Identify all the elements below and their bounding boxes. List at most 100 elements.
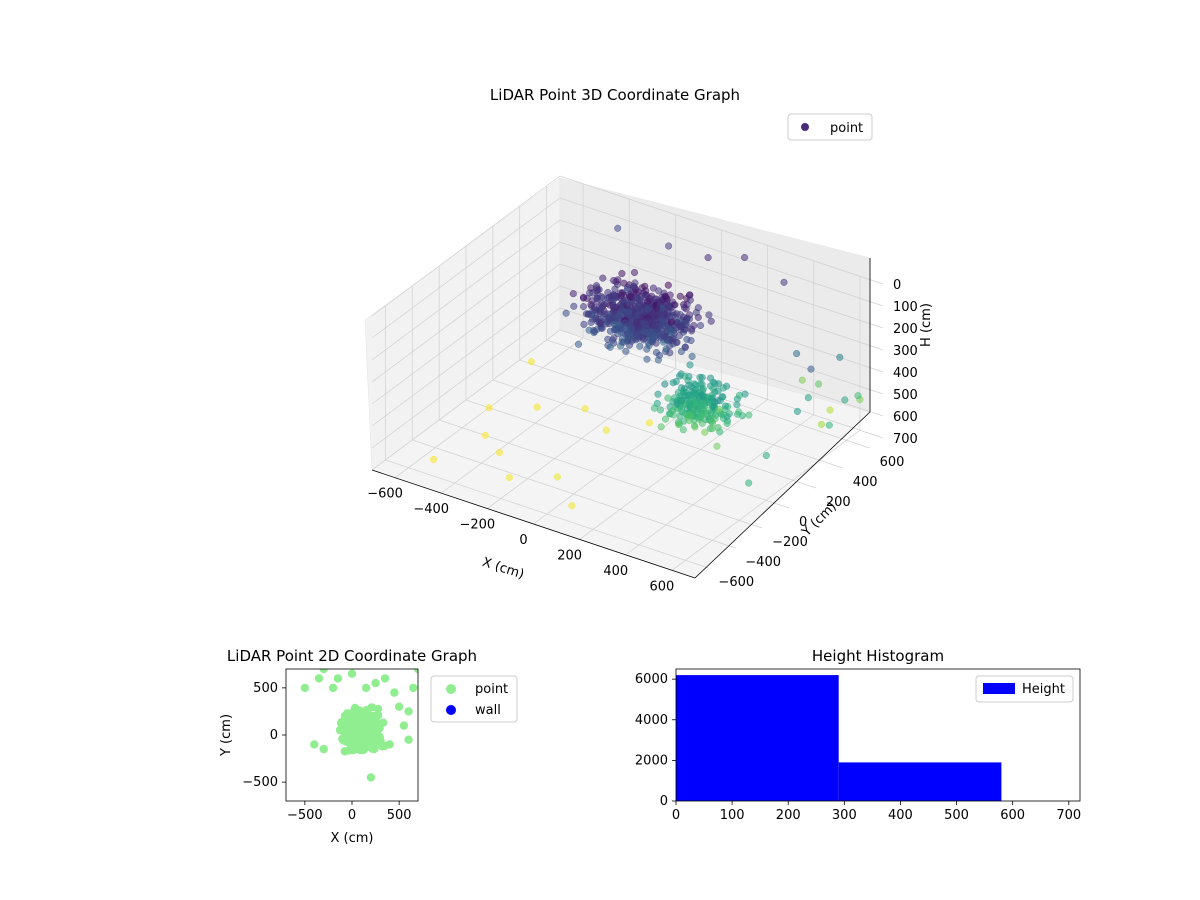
- z-tick-label-3d: 700: [893, 432, 918, 447]
- point-3d: [656, 406, 664, 414]
- point-3d: [691, 421, 699, 430]
- point-3d: [602, 426, 610, 434]
- point-3d: [687, 387, 696, 395]
- point-2d: [366, 730, 376, 739]
- z-tick-label-3d: 400: [893, 366, 918, 381]
- point-3d: [702, 393, 710, 401]
- point-3d: [602, 320, 610, 328]
- point-2d: [409, 683, 418, 693]
- legend-2d-marker-wall: [446, 705, 456, 715]
- grid-line-z: [371, 197, 884, 339]
- point-3d: [570, 302, 578, 310]
- point-3d: [734, 410, 742, 418]
- point-2d: [394, 702, 404, 711]
- y-tick-label-hist: 2000: [635, 753, 668, 768]
- point-2d: [363, 737, 372, 746]
- point-3d: [579, 294, 588, 302]
- point-3d: [677, 397, 685, 405]
- point-3d: [825, 421, 833, 429]
- x-tick-label-hist: 700: [1056, 808, 1081, 823]
- point-2d: [338, 720, 348, 729]
- point-3d: [429, 455, 438, 463]
- point-3d: [615, 315, 623, 323]
- point-3d: [580, 320, 588, 328]
- point-3d: [634, 301, 642, 309]
- point-3d: [625, 300, 633, 308]
- point-3d: [793, 350, 801, 358]
- plot-histogram: Height Histogram 0 100 200 300 400 500 600 7000…: [635, 647, 1081, 823]
- point-3d: [685, 315, 693, 323]
- x-tick-label-3d: 200: [557, 548, 582, 563]
- point-3d: [601, 310, 609, 318]
- ticks-histogram: 0 100 200 300 400 500 600 700 0 2000 4000 6000: [635, 672, 1081, 823]
- y-tick-label-2d: 0: [270, 728, 278, 743]
- point-3d: [661, 292, 669, 300]
- x-tick-label-3d: −200: [459, 518, 495, 533]
- x-tick-label-3d: 600: [650, 579, 675, 594]
- chart-title-3d: LiDAR Point 3D Coordinate Graph: [490, 86, 740, 104]
- x-tick-label-hist: 400: [888, 808, 913, 823]
- y-tick-label-hist: 4000: [635, 713, 668, 728]
- point-2d: [351, 738, 360, 747]
- x-tick-label-hist: 200: [776, 808, 801, 823]
- point-3d: [610, 334, 618, 342]
- point-3d: [613, 326, 621, 334]
- point-3d: [741, 390, 749, 398]
- point-3d: [599, 294, 608, 302]
- point-2d: [380, 674, 390, 683]
- point-2d: [300, 683, 310, 693]
- point-3d: [626, 292, 634, 300]
- point-3d: [686, 296, 694, 304]
- legend-3d-box: [787, 113, 873, 141]
- legend-hist: Height: [975, 675, 1074, 703]
- point-2d: [314, 674, 324, 683]
- legend-2d-marker-point: [446, 684, 456, 694]
- point-3d: [685, 411, 693, 419]
- x-tick-label-2d: −500: [287, 808, 323, 823]
- point-3d: [667, 327, 675, 336]
- point-3d: [707, 317, 715, 325]
- point-3d: [817, 420, 826, 428]
- point-2d: [366, 773, 376, 782]
- point-3d: [713, 442, 721, 450]
- point-3d: [652, 348, 661, 357]
- point-3d: [678, 405, 686, 413]
- grid-line-z: [371, 263, 884, 405]
- point-3d: [579, 303, 588, 311]
- point-3d: [629, 283, 637, 291]
- point-3d: [708, 425, 716, 433]
- legend-hist-swatch: [983, 683, 1015, 694]
- point-3d: [697, 413, 705, 421]
- point-3d: [745, 411, 753, 419]
- point-3d: [651, 332, 659, 340]
- point-3d: [669, 411, 677, 419]
- x-tick-label-3d: −400: [413, 502, 449, 517]
- grid-line-z: [371, 329, 884, 471]
- grid-line-z: [371, 175, 884, 317]
- point-3d: [649, 316, 657, 324]
- point-3d: [798, 376, 806, 384]
- point-2d: [390, 688, 399, 697]
- y-tick-label-3d: 200: [826, 495, 851, 510]
- point-3d: [705, 311, 713, 319]
- point-3d: [719, 384, 727, 392]
- point-3d: [723, 419, 731, 427]
- x-axis-label-2d: X (cm): [331, 831, 374, 846]
- point-3d: [804, 394, 812, 402]
- ticks-2d: −500 0 500 −500 0 500: [242, 681, 411, 823]
- point-3d: [685, 381, 693, 389]
- point-3d: [836, 353, 844, 361]
- point-3d: [854, 392, 862, 400]
- chart-title-hist: Height Histogram: [812, 647, 944, 665]
- point-3d: [686, 361, 694, 369]
- point-2d: [368, 720, 378, 730]
- point-3d: [671, 301, 679, 309]
- point-3d: [655, 287, 663, 295]
- point-2d: [399, 721, 409, 730]
- point-3d: [793, 407, 801, 415]
- point-3d: [714, 397, 722, 405]
- point-3d: [622, 347, 630, 355]
- point-3d: [687, 336, 695, 345]
- point-3d: [697, 384, 705, 392]
